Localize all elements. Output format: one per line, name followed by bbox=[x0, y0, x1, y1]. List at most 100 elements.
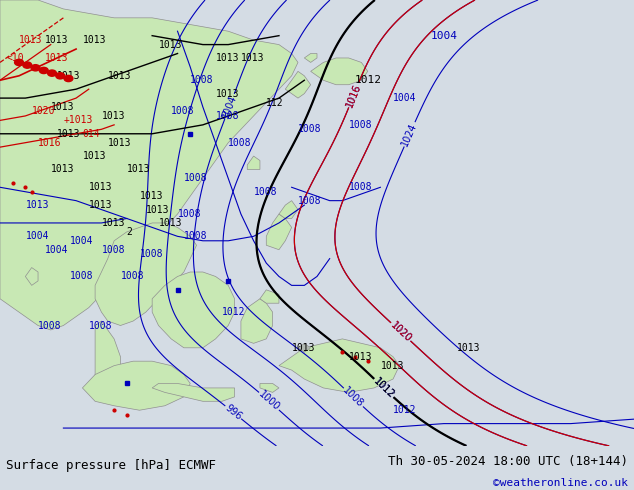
Text: 1008: 1008 bbox=[216, 111, 239, 121]
Text: 1012: 1012 bbox=[372, 376, 396, 400]
Text: 1004: 1004 bbox=[44, 245, 68, 255]
Circle shape bbox=[56, 73, 65, 79]
Text: 1013: 1013 bbox=[101, 218, 125, 228]
Polygon shape bbox=[95, 321, 120, 401]
Text: 1013: 1013 bbox=[127, 165, 150, 174]
Text: Surface pressure [hPa] ECMWF: Surface pressure [hPa] ECMWF bbox=[6, 459, 216, 472]
Text: ©weatheronline.co.uk: ©weatheronline.co.uk bbox=[493, 478, 628, 489]
Circle shape bbox=[31, 65, 40, 71]
Text: 1012: 1012 bbox=[372, 376, 396, 400]
Text: 1013: 1013 bbox=[82, 35, 106, 45]
Text: 1013: 1013 bbox=[380, 361, 404, 370]
Text: 1013: 1013 bbox=[89, 200, 112, 210]
Text: 1008: 1008 bbox=[254, 187, 277, 197]
Circle shape bbox=[48, 70, 56, 76]
Polygon shape bbox=[260, 290, 279, 303]
Text: 1013: 1013 bbox=[146, 204, 169, 215]
Text: 1013: 1013 bbox=[57, 129, 81, 139]
Text: 1013: 1013 bbox=[158, 218, 182, 228]
Text: 1008: 1008 bbox=[298, 124, 321, 134]
Polygon shape bbox=[279, 339, 399, 392]
Text: 1004: 1004 bbox=[221, 93, 238, 120]
Text: 1013: 1013 bbox=[44, 35, 68, 45]
Polygon shape bbox=[247, 156, 260, 170]
Text: 1013: 1013 bbox=[456, 343, 480, 353]
Text: 1013: 1013 bbox=[19, 35, 42, 45]
Polygon shape bbox=[241, 299, 273, 343]
Text: 1008: 1008 bbox=[298, 196, 321, 206]
Circle shape bbox=[23, 62, 32, 68]
Text: 1008: 1008 bbox=[171, 106, 195, 117]
Text: 1013: 1013 bbox=[25, 200, 49, 210]
Text: 1013: 1013 bbox=[82, 151, 106, 161]
Text: +1013: +1013 bbox=[63, 115, 93, 125]
Text: 1012: 1012 bbox=[355, 75, 382, 85]
Text: 1013: 1013 bbox=[139, 191, 163, 201]
Text: 1013: 1013 bbox=[216, 89, 239, 98]
Text: 1008: 1008 bbox=[70, 271, 93, 281]
Text: 1008: 1008 bbox=[341, 385, 366, 410]
Text: 1012: 1012 bbox=[222, 307, 245, 317]
Text: 1004: 1004 bbox=[431, 31, 458, 41]
Text: 1008: 1008 bbox=[38, 320, 61, 331]
Text: 1013: 1013 bbox=[349, 352, 372, 362]
Text: 1008: 1008 bbox=[89, 320, 112, 331]
Text: 1013: 1013 bbox=[101, 111, 125, 121]
Text: 1013: 1013 bbox=[51, 102, 74, 112]
Text: 1008: 1008 bbox=[101, 245, 125, 255]
Text: 1013: 1013 bbox=[44, 53, 68, 63]
Text: 1013: 1013 bbox=[216, 53, 239, 63]
Text: 1004: 1004 bbox=[393, 93, 417, 103]
Text: Th 30-05-2024 18:00 UTC (18+144): Th 30-05-2024 18:00 UTC (18+144) bbox=[387, 455, 628, 468]
Text: 2: 2 bbox=[127, 227, 133, 237]
Polygon shape bbox=[285, 72, 311, 98]
Circle shape bbox=[39, 67, 48, 74]
Text: 1016: 1016 bbox=[344, 82, 363, 108]
Polygon shape bbox=[311, 58, 368, 85]
Text: 1013: 1013 bbox=[108, 138, 131, 147]
Text: 1013: 1013 bbox=[89, 182, 112, 192]
Text: 1024: 1024 bbox=[400, 121, 419, 147]
Polygon shape bbox=[304, 53, 317, 62]
Text: 1020: 1020 bbox=[389, 320, 413, 344]
Polygon shape bbox=[266, 214, 292, 250]
Circle shape bbox=[64, 75, 73, 82]
Circle shape bbox=[15, 59, 23, 66]
Text: 1008: 1008 bbox=[178, 209, 201, 219]
Text: 1020: 1020 bbox=[389, 320, 413, 344]
Text: 1008: 1008 bbox=[190, 75, 214, 85]
Polygon shape bbox=[279, 201, 298, 219]
Text: 1013: 1013 bbox=[241, 53, 264, 63]
Polygon shape bbox=[152, 272, 235, 348]
Polygon shape bbox=[152, 384, 235, 401]
Text: <10: <10 bbox=[6, 53, 24, 63]
Polygon shape bbox=[260, 384, 279, 392]
Polygon shape bbox=[298, 343, 311, 352]
Text: 1000: 1000 bbox=[257, 389, 281, 413]
Text: 996: 996 bbox=[223, 403, 243, 422]
Polygon shape bbox=[25, 268, 38, 285]
Text: 1016: 1016 bbox=[38, 138, 61, 147]
Text: 1012: 1012 bbox=[393, 405, 417, 415]
Text: 1008: 1008 bbox=[120, 271, 144, 281]
Polygon shape bbox=[95, 223, 197, 325]
Text: 1013: 1013 bbox=[51, 165, 74, 174]
Text: 1013: 1013 bbox=[57, 71, 81, 81]
Text: 1013: 1013 bbox=[108, 71, 131, 81]
Text: 1008: 1008 bbox=[228, 138, 252, 147]
Polygon shape bbox=[82, 361, 190, 410]
Text: 1004: 1004 bbox=[25, 231, 49, 242]
Text: 1008: 1008 bbox=[184, 231, 207, 242]
Text: 1008: 1008 bbox=[349, 182, 372, 192]
Polygon shape bbox=[0, 0, 298, 330]
Text: 1016: 1016 bbox=[344, 82, 363, 108]
Text: 1008: 1008 bbox=[184, 173, 207, 183]
Text: 1013: 1013 bbox=[292, 343, 315, 353]
Text: 1004: 1004 bbox=[70, 236, 93, 246]
Text: 1008: 1008 bbox=[139, 249, 163, 259]
Text: 1008: 1008 bbox=[349, 120, 372, 130]
Text: 1013: 1013 bbox=[158, 40, 182, 49]
Text: 1020: 1020 bbox=[32, 106, 55, 117]
Text: 014: 014 bbox=[82, 129, 100, 139]
Text: 112: 112 bbox=[266, 98, 284, 108]
